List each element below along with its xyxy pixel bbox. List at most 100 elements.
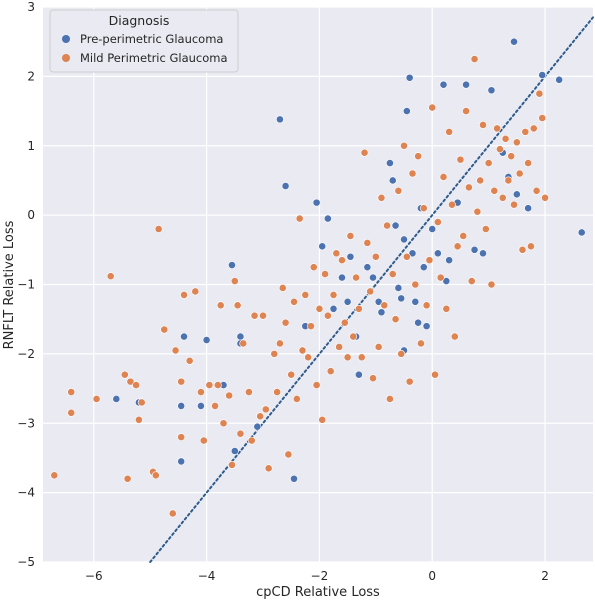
mild-perimetric-point xyxy=(276,339,284,348)
mild-perimetric-point xyxy=(120,370,129,379)
mild-perimetric-point xyxy=(134,415,143,424)
y-tick-label: −2 xyxy=(17,347,35,361)
mild-perimetric-point xyxy=(453,242,462,251)
legend-marker-pre-perimetric xyxy=(62,35,70,43)
mild-perimetric-point xyxy=(50,471,59,480)
mild-perimetric-point xyxy=(213,381,222,389)
pre-perimetric-point xyxy=(228,261,236,269)
mild-perimetric-point xyxy=(123,474,132,483)
mild-perimetric-point xyxy=(298,346,307,355)
pre-perimetric-point xyxy=(329,304,338,313)
mild-perimetric-point xyxy=(498,193,507,202)
data-points xyxy=(50,37,586,518)
mild-perimetric-point xyxy=(470,55,479,63)
mild-perimetric-point xyxy=(309,263,318,272)
mild-perimetric-point xyxy=(250,311,259,320)
y-tick-label: 0 xyxy=(27,208,35,222)
pre-perimetric-point xyxy=(354,370,363,379)
mild-perimetric-point xyxy=(507,152,516,161)
mild-perimetric-point xyxy=(318,415,327,424)
mild-perimetric-point xyxy=(278,284,287,292)
mild-perimetric-point xyxy=(405,377,414,386)
mild-perimetric-point xyxy=(132,381,140,389)
mild-perimetric-point xyxy=(185,356,194,365)
pre-perimetric-point xyxy=(202,336,211,344)
mild-perimetric-point xyxy=(445,127,454,136)
mild-perimetric-point xyxy=(329,291,338,299)
mild-perimetric-point xyxy=(205,381,214,389)
pre-perimetric-point xyxy=(414,318,423,327)
mild-perimetric-point xyxy=(247,436,256,445)
pre-perimetric-point xyxy=(512,190,521,199)
mild-perimetric-point xyxy=(391,315,400,324)
x-tick-label: −4 xyxy=(198,569,216,583)
mild-perimetric-point xyxy=(433,218,442,226)
mild-perimetric-point xyxy=(436,273,445,282)
pre-perimetric-point xyxy=(388,176,397,185)
y-tick-label: −1 xyxy=(17,278,35,292)
pre-perimetric-point xyxy=(577,228,586,237)
pre-perimetric-point xyxy=(377,308,386,317)
mild-perimetric-point xyxy=(315,304,324,313)
pre-perimetric-point xyxy=(338,273,346,282)
mild-perimetric-point xyxy=(400,141,408,150)
mild-perimetric-point xyxy=(388,270,397,278)
mild-perimetric-point xyxy=(481,225,490,233)
pre-perimetric-point xyxy=(524,204,533,213)
mild-perimetric-point xyxy=(67,408,76,417)
mild-perimetric-point xyxy=(273,388,282,396)
mild-perimetric-point xyxy=(211,402,219,410)
mild-perimetric-point xyxy=(349,332,358,341)
grid-lines xyxy=(43,6,593,563)
x-tick-label: 0 xyxy=(428,569,436,583)
mild-perimetric-point xyxy=(450,332,459,341)
pre-perimetric-point xyxy=(479,249,487,258)
mild-perimetric-point xyxy=(402,252,411,261)
pre-perimetric-point xyxy=(433,249,442,258)
mild-perimetric-point xyxy=(422,301,431,310)
mild-perimetric-point xyxy=(92,395,101,403)
y-tick-label: −3 xyxy=(17,416,35,430)
pre-perimetric-point xyxy=(312,198,321,207)
y-tick-label: −4 xyxy=(17,486,35,500)
mild-perimetric-point xyxy=(225,391,234,400)
mild-perimetric-point xyxy=(487,280,496,289)
pre-perimetric-point xyxy=(236,332,245,341)
mild-perimetric-point xyxy=(256,412,265,421)
pre-perimetric-point xyxy=(555,75,564,84)
mild-perimetric-point xyxy=(504,176,513,185)
mild-perimetric-point xyxy=(442,304,451,313)
y-tick-label: −5 xyxy=(17,555,35,569)
mild-perimetric-point xyxy=(270,349,279,358)
mild-perimetric-point xyxy=(360,148,369,157)
mild-perimetric-point xyxy=(168,509,177,518)
mild-perimetric-point xyxy=(180,291,188,299)
pre-perimetric-point xyxy=(400,235,408,244)
y-tick-label: 2 xyxy=(27,69,35,83)
pre-perimetric-point xyxy=(397,294,406,303)
pre-perimetric-point xyxy=(405,73,414,82)
mild-perimetric-point xyxy=(321,270,329,278)
mild-perimetric-point xyxy=(295,214,304,223)
x-axis-label: cpCD Relative Loss xyxy=(256,585,380,600)
mild-perimetric-point xyxy=(476,176,485,185)
mild-perimetric-point xyxy=(414,152,423,161)
pre-perimetric-point xyxy=(343,297,352,306)
mild-perimetric-point xyxy=(366,287,375,296)
mild-perimetric-point xyxy=(462,107,470,115)
mild-perimetric-point xyxy=(346,232,355,240)
mild-perimetric-point xyxy=(484,159,493,167)
mild-perimetric-point xyxy=(338,256,346,265)
pre-perimetric-point xyxy=(276,115,284,124)
pre-perimetric-point xyxy=(402,107,411,115)
pre-perimetric-point xyxy=(419,263,428,272)
x-tick-label: −2 xyxy=(311,569,329,583)
pre-perimetric-point xyxy=(230,447,239,455)
mild-perimetric-point xyxy=(464,183,473,192)
pre-perimetric-point xyxy=(253,422,262,431)
pre-perimetric-point xyxy=(422,322,431,331)
legend-marker-mild-perimetric xyxy=(62,54,70,62)
y-tick-labels: −5 −4 −3 −2 −1 0 1 2 3 xyxy=(17,0,35,569)
mild-perimetric-point xyxy=(510,200,518,209)
